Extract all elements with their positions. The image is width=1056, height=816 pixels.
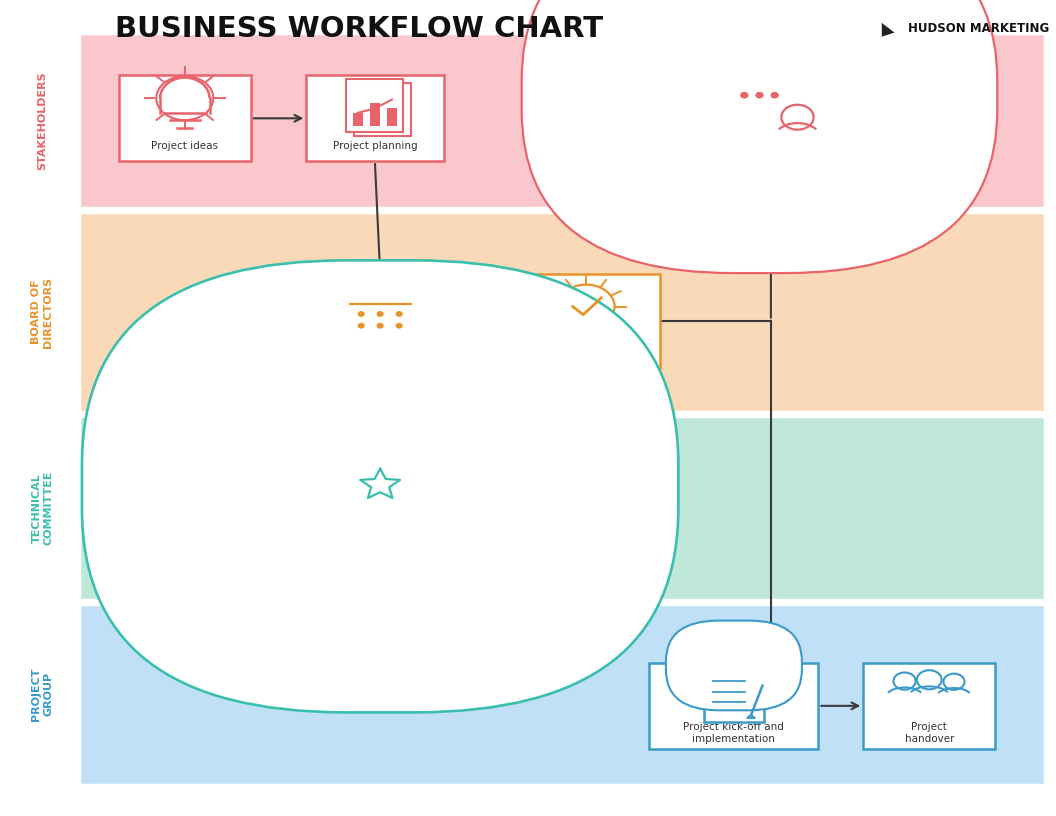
Text: Project kick-off and
implementation: Project kick-off and implementation — [683, 722, 785, 744]
FancyBboxPatch shape — [666, 621, 802, 710]
Polygon shape — [882, 23, 894, 37]
FancyBboxPatch shape — [695, 76, 847, 162]
Text: Final approval
of proposal: Final approval of proposal — [549, 340, 623, 361]
Text: Project
handover: Project handover — [905, 722, 954, 744]
FancyBboxPatch shape — [350, 286, 411, 327]
Circle shape — [741, 92, 748, 98]
FancyBboxPatch shape — [649, 663, 818, 749]
Text: Inform stakeholders: Inform stakeholders — [719, 140, 823, 151]
Bar — [79, 33, 1045, 208]
Bar — [79, 416, 1045, 600]
Bar — [79, 212, 1045, 412]
FancyBboxPatch shape — [512, 274, 660, 367]
Text: TECHNICAL
COMMITTEE: TECHNICAL COMMITTEE — [32, 471, 53, 545]
FancyBboxPatch shape — [522, 0, 997, 273]
FancyBboxPatch shape — [346, 79, 403, 132]
Circle shape — [358, 323, 364, 328]
Text: PROJECT
GROUP: PROJECT GROUP — [32, 667, 53, 721]
Circle shape — [771, 92, 778, 98]
FancyBboxPatch shape — [703, 667, 765, 722]
Circle shape — [396, 312, 402, 316]
Bar — [79, 604, 1045, 785]
FancyBboxPatch shape — [864, 663, 995, 749]
Text: Proposal
review: Proposal review — [358, 529, 402, 551]
Bar — [353, 113, 362, 126]
Bar — [388, 109, 397, 126]
Text: Proposal meeting
and consolidation: Proposal meeting and consolidation — [334, 340, 427, 361]
FancyBboxPatch shape — [82, 260, 678, 712]
Text: BOARD OF
DIRECTORS: BOARD OF DIRECTORS — [32, 277, 53, 348]
Circle shape — [358, 312, 364, 316]
Circle shape — [756, 92, 762, 98]
FancyBboxPatch shape — [301, 274, 459, 367]
FancyBboxPatch shape — [306, 470, 454, 555]
FancyBboxPatch shape — [354, 83, 411, 136]
Text: Project planning: Project planning — [333, 140, 417, 151]
Text: Project ideas: Project ideas — [151, 140, 219, 151]
Circle shape — [377, 323, 383, 328]
Bar — [370, 103, 380, 126]
Circle shape — [396, 323, 402, 328]
FancyBboxPatch shape — [306, 76, 444, 162]
Circle shape — [377, 312, 383, 316]
Text: HUDSON MARKETING: HUDSON MARKETING — [908, 22, 1050, 35]
FancyBboxPatch shape — [118, 76, 251, 162]
Text: STAKEHOLDERS: STAKEHOLDERS — [37, 71, 48, 170]
Text: BUSINESS WORKFLOW CHART: BUSINESS WORKFLOW CHART — [115, 15, 603, 42]
